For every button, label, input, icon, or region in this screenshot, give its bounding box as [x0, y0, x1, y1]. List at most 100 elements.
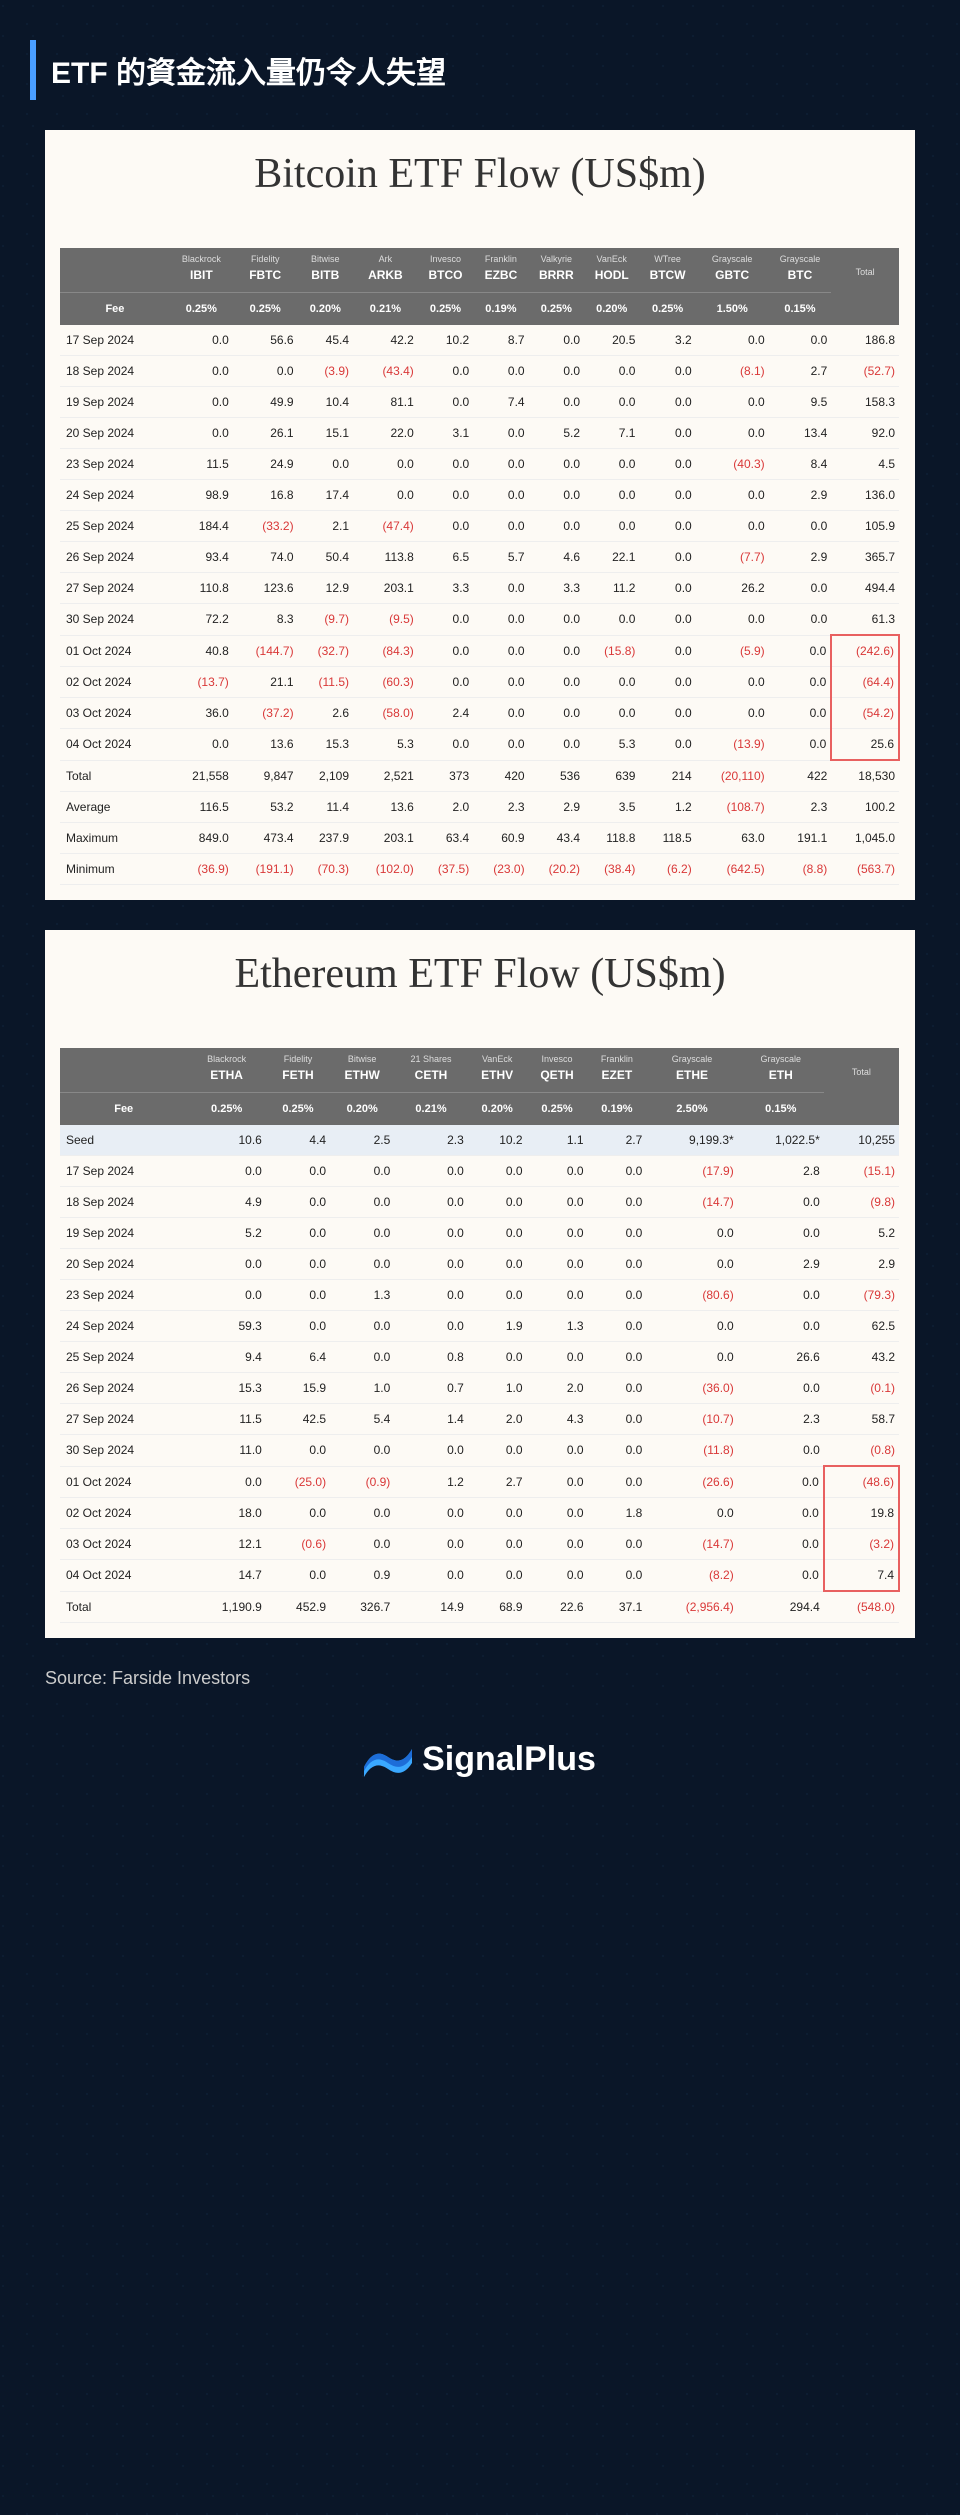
data-cell: 0.0 — [527, 1249, 588, 1280]
data-cell: 0.0 — [473, 729, 528, 761]
data-cell: 0.0 — [187, 1280, 265, 1311]
table-row: 18 Sep 20240.00.0(3.9)(43.4)0.00.00.00.0… — [60, 356, 899, 387]
data-cell: 422 — [769, 760, 832, 792]
data-cell: 0.0 — [639, 511, 695, 542]
provider-label: Grayscale — [646, 1048, 737, 1066]
data-cell: 0.0 — [588, 1249, 647, 1280]
data-cell: 420 — [473, 760, 528, 792]
data-cell: 0.0 — [330, 1435, 394, 1467]
data-cell: 3.2 — [639, 325, 695, 356]
data-cell: 2.6 — [298, 698, 353, 729]
data-cell: 1.3 — [330, 1280, 394, 1311]
data-cell: 37.1 — [588, 1591, 647, 1623]
row-total: 25.6 — [831, 729, 899, 761]
data-cell: 373 — [418, 760, 473, 792]
data-cell: 0.0 — [696, 604, 769, 636]
data-cell: 0.0 — [298, 449, 353, 480]
data-cell: 11.0 — [187, 1435, 265, 1467]
ticker-label: EZET — [588, 1066, 647, 1093]
data-cell: 0.0 — [529, 698, 584, 729]
data-cell: 14.7 — [187, 1560, 265, 1592]
data-cell: (80.6) — [646, 1280, 737, 1311]
data-cell: 0.0 — [170, 356, 233, 387]
row-label: 04 Oct 2024 — [60, 729, 170, 761]
data-cell: 0.0 — [394, 1560, 468, 1592]
row-total: 4.5 — [831, 449, 899, 480]
data-cell: 6.5 — [418, 542, 473, 573]
provider-label: 21 Shares — [394, 1048, 468, 1066]
data-cell: 110.8 — [170, 573, 233, 604]
data-cell: 0.0 — [473, 667, 528, 698]
row-label: Seed — [60, 1125, 187, 1156]
data-cell: 0.0 — [527, 1498, 588, 1529]
btc-table: BlackrockFidelityBitwiseArkInvescoFrankl… — [60, 248, 900, 885]
ticker-label: GBTC — [696, 266, 769, 293]
row-total: (48.6) — [824, 1466, 899, 1498]
data-cell: 118.8 — [584, 823, 639, 854]
fee-value: 0.25% — [639, 293, 695, 326]
data-cell: 0.0 — [527, 1218, 588, 1249]
table-row: Minimum(36.9)(191.1)(70.3)(102.0)(37.5)(… — [60, 854, 899, 885]
data-cell: 0.0 — [266, 1280, 330, 1311]
fee-label: Fee — [60, 293, 170, 326]
table-row: 01 Oct 202440.8(144.7)(32.7)(84.3)0.00.0… — [60, 635, 899, 667]
row-total: 494.4 — [831, 573, 899, 604]
data-cell: 0.0 — [584, 511, 639, 542]
btc-title: Bitcoin ETF Flow (US$m) — [60, 150, 900, 198]
data-cell: 0.0 — [187, 1249, 265, 1280]
provider-label: Ark — [353, 248, 418, 266]
fee-value: 0.21% — [353, 293, 418, 326]
table-row: 26 Sep 202493.474.050.4113.86.55.74.622.… — [60, 542, 899, 573]
data-cell: 0.0 — [738, 1560, 824, 1592]
data-cell: (3.9) — [298, 356, 353, 387]
data-cell: 0.0 — [769, 635, 832, 667]
data-cell: 4.6 — [529, 542, 584, 573]
data-cell: 0.0 — [170, 387, 233, 418]
data-cell: 22.6 — [527, 1591, 588, 1623]
row-label: Total — [60, 1591, 187, 1623]
data-cell: 14.9 — [394, 1591, 468, 1623]
data-cell: 0.0 — [527, 1560, 588, 1592]
btc-card: Bitcoin ETF Flow (US$m) BlackrockFidelit… — [45, 130, 915, 900]
total-header: Total — [824, 1048, 899, 1093]
data-cell: 0.0 — [468, 1249, 527, 1280]
data-cell: (43.4) — [353, 356, 418, 387]
data-cell: 2.8 — [738, 1156, 824, 1187]
data-cell: 0.0 — [468, 1560, 527, 1592]
data-cell: 0.0 — [588, 1218, 647, 1249]
table-row: Total21,5589,8472,1092,52137342053663921… — [60, 760, 899, 792]
data-cell: (8.2) — [646, 1560, 737, 1592]
ticker-label: ETHE — [646, 1066, 737, 1093]
data-cell: 0.0 — [738, 1466, 824, 1498]
data-cell: 0.0 — [529, 729, 584, 761]
data-cell: 0.0 — [584, 480, 639, 511]
fee-value: 0.25% — [266, 1093, 330, 1126]
data-cell: 9.5 — [769, 387, 832, 418]
ticker-label: ETHA — [187, 1066, 265, 1093]
table-row: 30 Sep 202472.28.3(9.7)(9.5)0.00.00.00.0… — [60, 604, 899, 636]
data-cell: 5.3 — [584, 729, 639, 761]
data-cell: (102.0) — [353, 854, 418, 885]
data-cell: 2.1 — [298, 511, 353, 542]
data-cell: 0.0 — [588, 1280, 647, 1311]
data-cell: (15.8) — [584, 635, 639, 667]
data-cell: 0.0 — [473, 480, 528, 511]
data-cell: 18.0 — [187, 1498, 265, 1529]
row-label: 02 Oct 2024 — [60, 1498, 187, 1529]
row-total: 105.9 — [831, 511, 899, 542]
data-cell: 294.4 — [738, 1591, 824, 1623]
data-cell: 81.1 — [353, 387, 418, 418]
data-cell: 0.0 — [696, 698, 769, 729]
data-cell: 36.0 — [170, 698, 233, 729]
data-cell: 60.9 — [473, 823, 528, 854]
data-cell: 0.0 — [394, 1311, 468, 1342]
row-label: 20 Sep 2024 — [60, 418, 170, 449]
table-row: 20 Sep 20240.00.00.00.00.00.00.00.02.92.… — [60, 1249, 899, 1280]
fee-value: 0.20% — [468, 1093, 527, 1126]
data-cell: 0.0 — [639, 573, 695, 604]
table-row: 03 Oct 202412.1(0.6)0.00.00.00.00.0(14.7… — [60, 1529, 899, 1560]
data-cell: 473.4 — [233, 823, 298, 854]
data-cell: 1.0 — [468, 1373, 527, 1404]
data-cell: 0.0 — [330, 1311, 394, 1342]
provider-label: Franklin — [473, 248, 528, 266]
